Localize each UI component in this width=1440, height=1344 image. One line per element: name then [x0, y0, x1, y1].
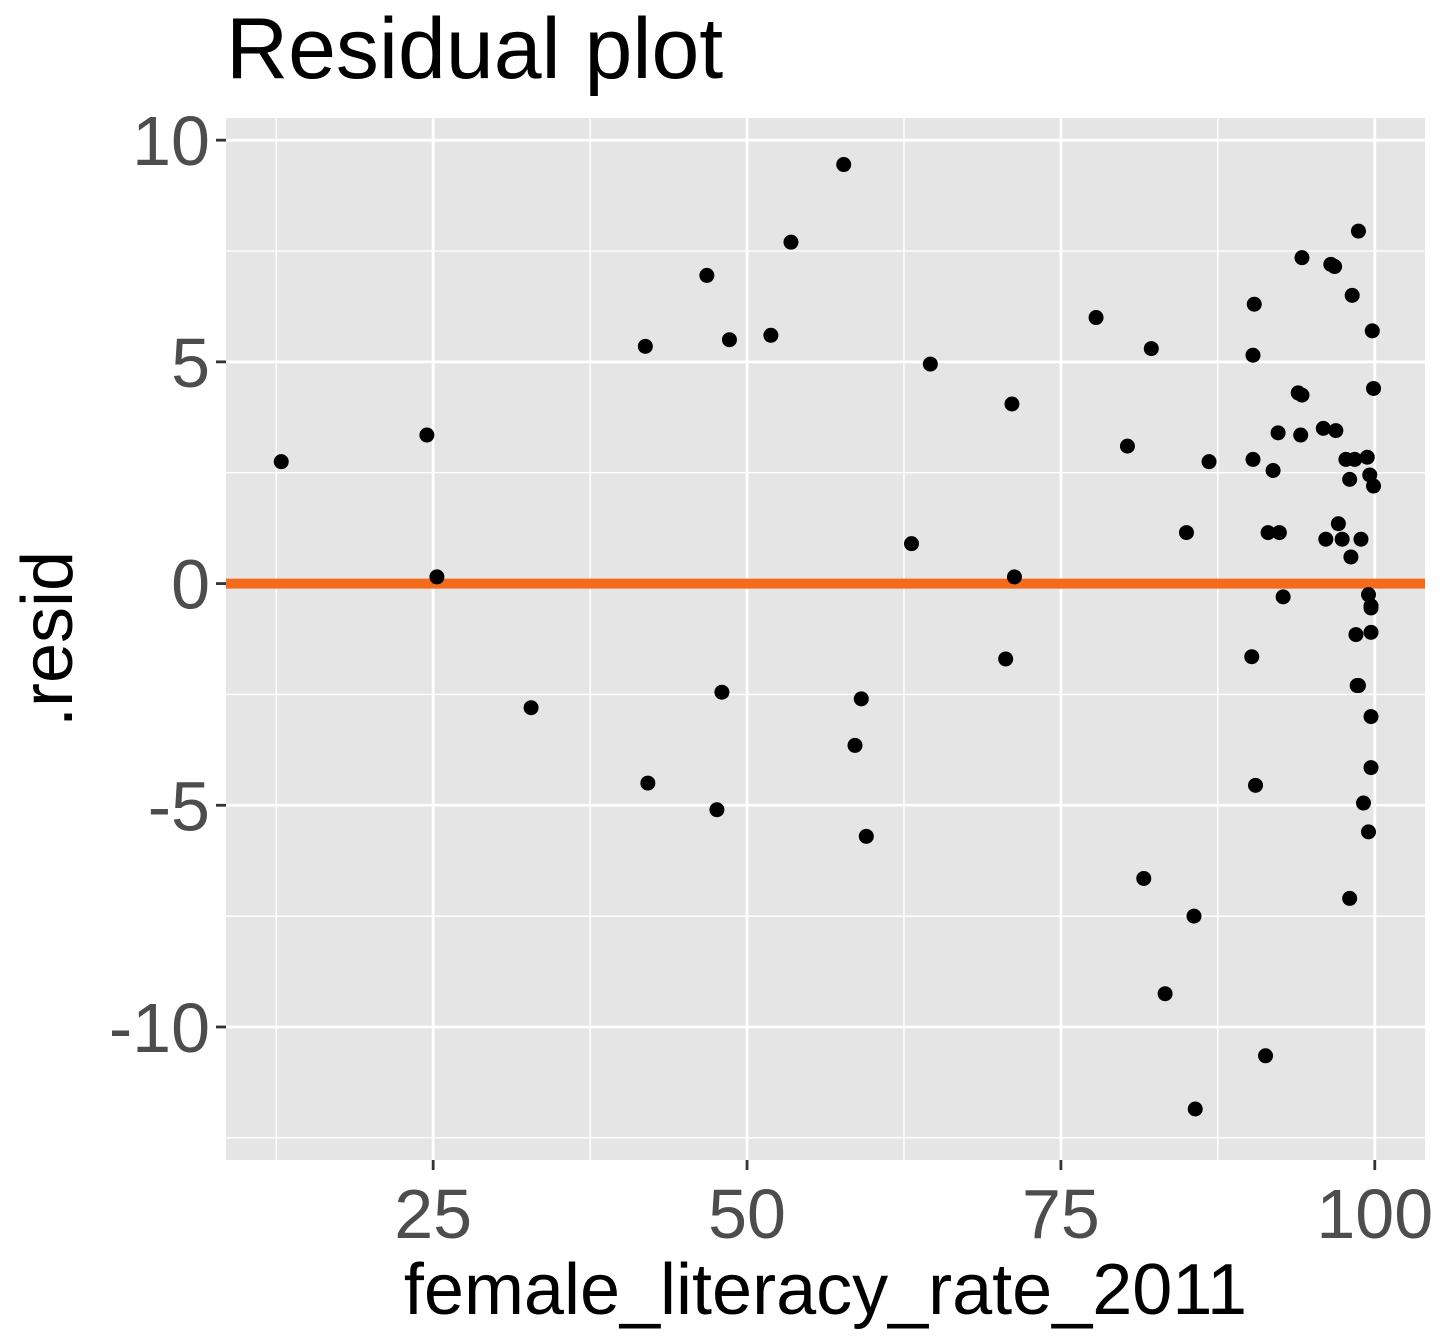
data-point — [1315, 420, 1331, 436]
data-point — [699, 267, 715, 283]
data-point — [847, 737, 863, 753]
plot-panel — [226, 118, 1425, 1160]
data-point — [1359, 449, 1375, 465]
y-tick-label: -5 — [148, 767, 210, 845]
data-point — [1246, 296, 1262, 312]
data-point — [1265, 463, 1281, 479]
data-point — [1363, 598, 1379, 614]
data-point — [1004, 396, 1020, 412]
data-point — [1350, 223, 1366, 239]
data-point — [1363, 709, 1379, 725]
data-point — [714, 684, 730, 700]
data-point — [1245, 451, 1261, 467]
data-point — [1270, 425, 1286, 441]
data-points — [273, 157, 1382, 1117]
y-tick-label: 5 — [171, 324, 210, 402]
data-point — [721, 332, 737, 348]
data-point — [1157, 986, 1173, 1002]
x-tick-label: 50 — [708, 1175, 786, 1253]
data-point — [523, 700, 539, 716]
data-point — [1353, 531, 1369, 547]
x-axis-title: female_literacy_rate_2011 — [404, 1250, 1247, 1330]
data-point — [1186, 908, 1202, 924]
data-point — [1244, 649, 1260, 665]
data-point — [1342, 471, 1358, 487]
data-point — [429, 569, 445, 585]
data-point — [1366, 380, 1382, 396]
data-point — [1293, 427, 1309, 443]
data-point — [1294, 387, 1310, 403]
data-point — [637, 338, 653, 354]
data-point — [858, 828, 874, 844]
data-point — [1348, 627, 1364, 643]
data-point — [1328, 423, 1344, 439]
data-point — [922, 356, 938, 372]
y-tick-label: -10 — [109, 989, 210, 1067]
y-tick-label: 0 — [171, 546, 210, 624]
y-axis-title: .resid — [8, 551, 88, 727]
data-point — [1260, 525, 1276, 541]
data-point — [1366, 478, 1382, 494]
minor-gridlines — [226, 118, 1425, 1160]
x-axis: 25 50 75 100 — [394, 1160, 1433, 1253]
data-point — [419, 427, 435, 443]
data-point — [1201, 454, 1217, 470]
data-point — [783, 234, 799, 250]
data-point — [273, 454, 289, 470]
data-point — [1330, 516, 1346, 532]
data-point — [1136, 870, 1152, 886]
data-point — [1363, 760, 1379, 776]
data-point — [1318, 531, 1334, 547]
data-point — [1006, 569, 1022, 585]
data-point — [853, 691, 869, 707]
data-point — [1258, 1048, 1274, 1064]
data-point — [1271, 525, 1287, 541]
data-point — [1327, 259, 1343, 275]
data-point — [1178, 525, 1194, 541]
y-tick-label: 10 — [132, 102, 210, 180]
data-point — [1294, 250, 1310, 266]
data-point — [904, 536, 920, 552]
x-tick-label: 75 — [1022, 1175, 1100, 1253]
data-point — [1187, 1101, 1203, 1117]
data-point — [1350, 678, 1366, 694]
data-point — [1342, 890, 1358, 906]
data-point — [1248, 777, 1264, 793]
x-tick-label: 25 — [394, 1175, 472, 1253]
data-point — [1363, 624, 1379, 640]
data-point — [1245, 347, 1261, 363]
data-point — [1347, 451, 1363, 467]
data-point — [1119, 438, 1135, 454]
data-point — [1088, 310, 1104, 326]
data-point — [709, 802, 725, 818]
x-tick-label: 100 — [1316, 1175, 1433, 1253]
data-point — [1143, 341, 1159, 357]
data-point — [1344, 287, 1360, 303]
data-point — [836, 157, 852, 173]
data-point — [763, 327, 779, 343]
data-point — [640, 775, 656, 791]
data-point — [1364, 323, 1380, 339]
data-point — [1275, 589, 1291, 605]
data-point — [1334, 531, 1350, 547]
data-point — [1355, 795, 1371, 811]
data-point — [1361, 824, 1377, 840]
data-point — [998, 651, 1014, 667]
data-point — [1343, 549, 1359, 565]
chart-title: Residual plot — [226, 1, 724, 97]
y-axis: -10 -5 0 5 10 — [109, 102, 226, 1067]
